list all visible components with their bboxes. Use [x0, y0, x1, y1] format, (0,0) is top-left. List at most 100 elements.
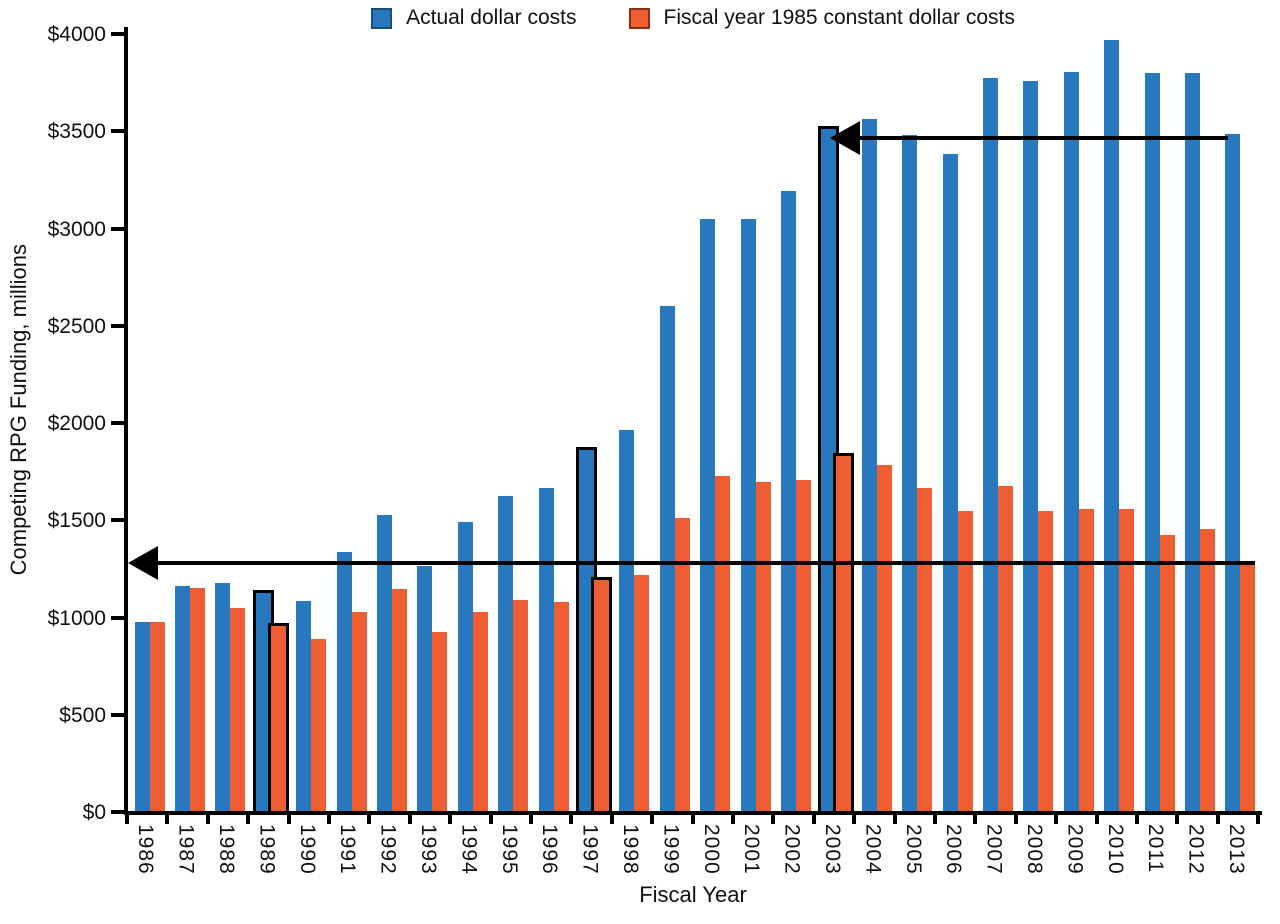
- bar-constant-2003: [833, 453, 855, 815]
- x-tick: [205, 813, 210, 824]
- y-tick-label: $500: [59, 703, 106, 727]
- bar-actual-1999: [659, 306, 675, 812]
- legend-label-actual: Actual dollar costs: [406, 6, 577, 29]
- bar-constant-1992: [391, 589, 407, 812]
- bar-constant-2013: [1240, 564, 1256, 812]
- bar-actual-1996: [538, 488, 554, 812]
- x-tick-label: 2009: [1063, 824, 1087, 875]
- bar-actual-2004: [861, 118, 877, 812]
- bar-actual-1991: [336, 552, 352, 812]
- y-tick-label: $3500: [47, 120, 106, 144]
- x-tick: [1135, 813, 1139, 824]
- x-tick: [1013, 813, 1018, 824]
- annotation-arrow-constant-dollar-level-arrow: [151, 561, 1256, 566]
- y-tick: [111, 615, 126, 620]
- bar-constant-1995: [513, 599, 529, 812]
- x-axis-line: [124, 810, 1263, 815]
- bar-constant-2012: [1199, 529, 1215, 812]
- x-tick: [892, 813, 897, 824]
- x-tick-label: 1996: [538, 824, 562, 875]
- x-tick: [165, 813, 170, 824]
- bar-constant-2010: [1119, 508, 1135, 812]
- bar-actual-2012: [1184, 72, 1200, 812]
- x-tick-label: 2011: [1144, 824, 1168, 874]
- bar-constant-1994: [472, 611, 488, 812]
- y-tick-label: $1000: [47, 606, 106, 630]
- y-tick: [111, 226, 126, 231]
- x-tick: [1215, 813, 1220, 824]
- x-tick-label: 2010: [1103, 824, 1127, 875]
- y-tick: [111, 518, 126, 523]
- y-tick-label: $2500: [47, 314, 106, 338]
- bar-constant-2009: [1078, 508, 1094, 812]
- x-tick: [852, 813, 857, 824]
- x-tick-label: 1998: [619, 824, 642, 875]
- y-axis-title: Competing RPG Funding, millions: [6, 244, 31, 576]
- bar-constant-2004: [876, 464, 892, 812]
- x-tick: [1054, 813, 1059, 824]
- chart-legend: Actual dollar costs Fiscal year 1985 con…: [126, 0, 1260, 36]
- x-tick: [650, 813, 655, 824]
- legend-label-constant: Fiscal year 1985 constant dollar costs: [663, 6, 1015, 29]
- bar-actual-1998: [619, 429, 635, 812]
- legend-item-actual: Actual dollar costs: [371, 6, 577, 30]
- x-tick: [933, 813, 937, 824]
- x-tick: [771, 813, 776, 824]
- x-tick: [367, 813, 372, 824]
- bar-actual-2006: [942, 153, 958, 812]
- x-tick: [1256, 813, 1261, 824]
- x-tick-label: 2001: [740, 824, 764, 875]
- x-tick: [529, 813, 533, 824]
- x-tick-label: 1991: [336, 824, 360, 875]
- bar-actual-2005: [902, 135, 918, 812]
- x-tick-label: 1999: [659, 824, 683, 875]
- bar-constant-2011: [1159, 534, 1175, 812]
- bar-actual-2001: [740, 218, 756, 812]
- bar-actual-2013: [1225, 134, 1241, 812]
- y-tick: [111, 323, 126, 328]
- x-tick-label: 2012: [1184, 824, 1208, 875]
- y-tick-label: $0: [82, 801, 106, 824]
- x-tick: [1175, 813, 1180, 824]
- legend-item-constant: Fiscal year 1985 constant dollar costs: [628, 6, 1015, 30]
- x-tick: [488, 813, 493, 824]
- bar-actual-2000: [700, 218, 716, 812]
- y-axis-line: [124, 27, 128, 814]
- bar-actual-1992: [376, 515, 392, 812]
- x-tick: [1094, 813, 1099, 824]
- bar-actual-1994: [457, 522, 473, 812]
- bar-actual-1990: [296, 600, 312, 812]
- y-tick: [111, 32, 126, 36]
- bar-constant-2007: [997, 486, 1013, 812]
- legend-swatch-constant-icon: [628, 7, 650, 29]
- x-tick: [246, 813, 251, 824]
- bar-actual-2002: [780, 190, 796, 812]
- y-tick-label: $2000: [47, 412, 106, 435]
- bar-actual-1997: [575, 447, 597, 815]
- x-tick-label: 1992: [376, 824, 400, 875]
- x-tick-label: 2004: [861, 824, 885, 875]
- y-tick-label: $4000: [47, 23, 106, 46]
- bar-constant-1990: [311, 638, 327, 812]
- x-tick-label: 1987: [174, 824, 198, 875]
- bar-actual-2009: [1063, 71, 1079, 812]
- x-tick-label: 1989: [255, 824, 279, 875]
- x-tick-label: 1993: [417, 824, 440, 875]
- y-tick: [111, 129, 126, 134]
- bar-constant-2006: [957, 511, 973, 812]
- x-tick-label: 2003: [821, 824, 844, 875]
- x-tick: [973, 813, 978, 824]
- y-tick: [111, 810, 126, 814]
- x-tick-label: 1997: [578, 824, 602, 875]
- y-tick: [111, 712, 126, 717]
- x-tick: [286, 813, 291, 824]
- bar-actual-2010: [1104, 39, 1120, 812]
- x-axis-title: Fiscal Year: [639, 882, 747, 907]
- bar-actual-1995: [498, 495, 514, 812]
- bar-actual-2003: [818, 126, 840, 815]
- bar-constant-1996: [553, 601, 569, 812]
- bar-constant-1988: [230, 607, 246, 812]
- x-tick: [448, 813, 453, 824]
